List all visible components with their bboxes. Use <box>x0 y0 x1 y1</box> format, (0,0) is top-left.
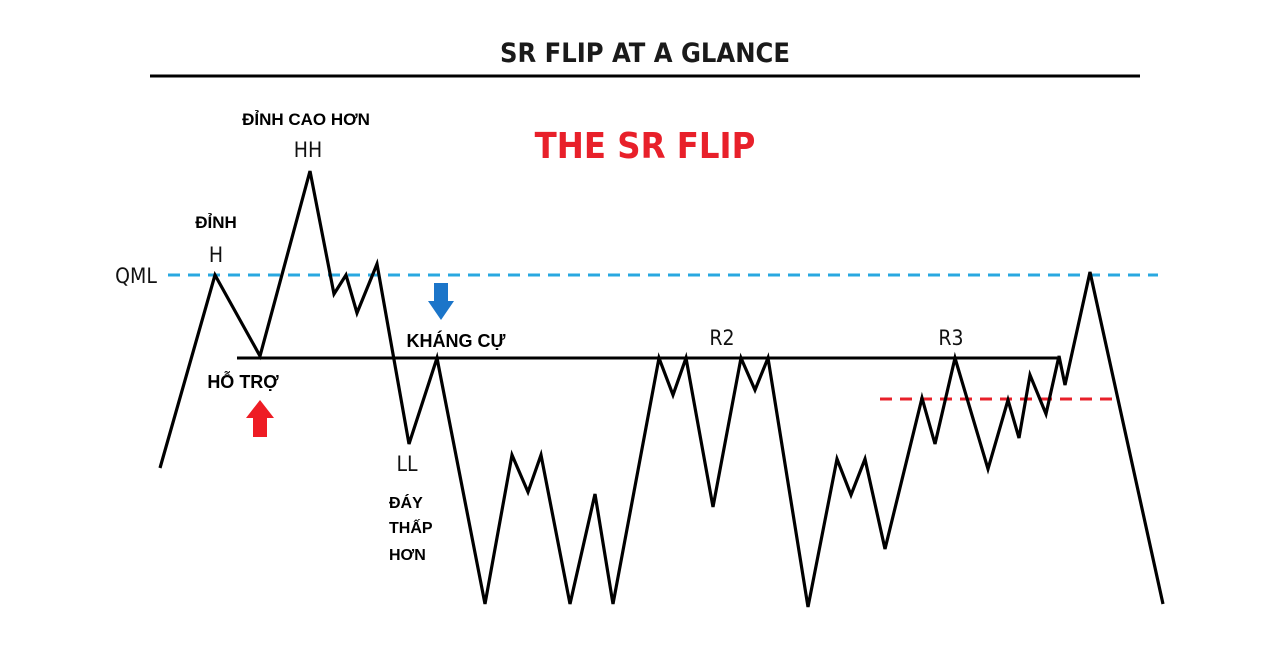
subtitle: THE SR FLIP <box>535 126 756 167</box>
label-ho-tro: HỖ TRỢ <box>207 371 279 392</box>
price-path <box>158 170 1165 608</box>
label-ll: LL <box>396 452 418 476</box>
arrow-up-icon <box>246 400 274 437</box>
label-r2: R2 <box>709 326 734 350</box>
arrow-down-icon <box>428 283 454 320</box>
label-dinh: ĐỈNH <box>195 213 237 232</box>
label-h: H <box>209 243 223 267</box>
label-hh: HH <box>294 138 322 162</box>
label-dinh-cao-hon: ĐỈNH CAO HƠN <box>242 110 370 129</box>
label-khang-cu: KHÁNG CỰ <box>407 330 506 351</box>
label-hon: HƠN <box>389 547 426 564</box>
header-title: SR FLIP AT A GLANCE <box>500 38 790 69</box>
label-thap: THẤP <box>389 518 433 537</box>
label-day: ĐÁY <box>389 493 423 512</box>
label-r3: R3 <box>938 326 963 350</box>
qml-label: QML <box>115 264 157 288</box>
